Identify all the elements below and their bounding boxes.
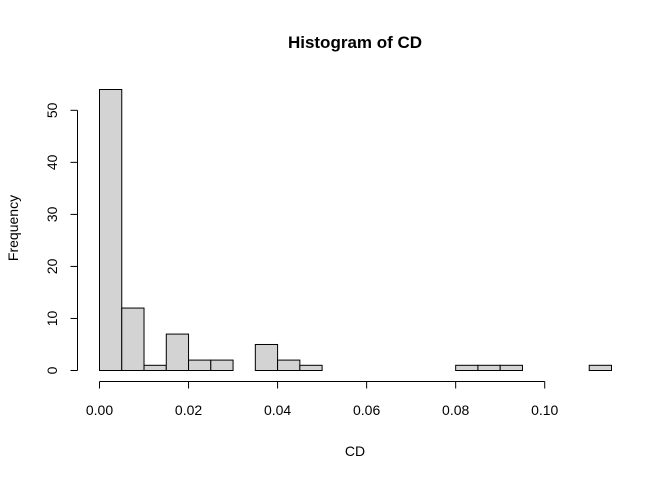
x-tick-label: 0.06 — [353, 402, 380, 418]
histogram-bar — [210, 359, 234, 371]
histogram-bar — [588, 364, 613, 371]
x-axis-title: CD — [345, 443, 365, 459]
histogram-bar — [277, 359, 301, 371]
y-tick-label: 50 — [44, 102, 60, 118]
histogram-bar — [143, 364, 167, 371]
chart-title: Histogram of CD — [288, 33, 422, 52]
x-tick-label: 0.08 — [442, 402, 469, 418]
histogram-bar — [254, 343, 279, 371]
histogram-bar — [99, 89, 123, 371]
y-tick-label: 20 — [44, 258, 60, 274]
x-tick-label: 0.04 — [264, 402, 291, 418]
histogram-bar — [499, 364, 523, 371]
histogram-bar — [455, 364, 479, 371]
histogram-bar — [121, 307, 145, 371]
y-axis-title: Frequency — [5, 195, 21, 261]
x-axis: 0.00 0.02 0.04 0.06 0.08 0.10 — [86, 381, 559, 418]
y-tick-label: 0 — [44, 366, 60, 374]
x-tick-label: 0.10 — [531, 402, 558, 418]
y-tick-label: 10 — [44, 310, 60, 326]
histogram-bar — [299, 364, 323, 371]
y-tick-label: 40 — [44, 154, 60, 170]
histogram-bar — [477, 364, 501, 371]
y-axis: 0 10 20 30 40 50 — [44, 102, 78, 374]
x-tick-label: 0.00 — [86, 402, 113, 418]
histogram-bar — [165, 333, 190, 371]
y-tick-label: 30 — [44, 206, 60, 222]
histogram-bars — [99, 89, 613, 371]
histogram-bar — [188, 359, 212, 371]
x-tick-label: 0.02 — [175, 402, 202, 418]
